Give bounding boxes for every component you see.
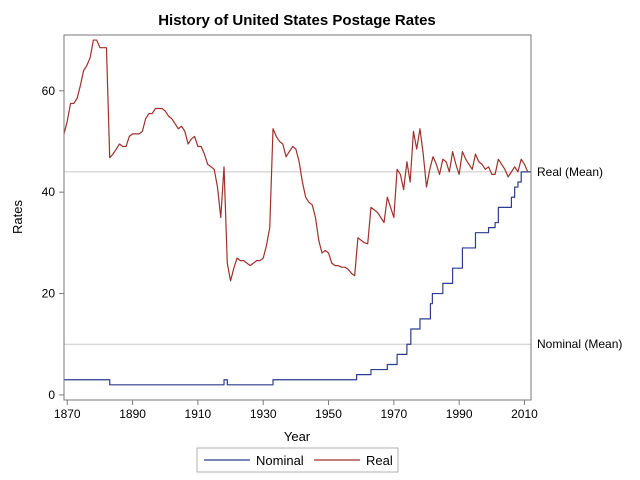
reference-label: Nominal (Mean) (537, 337, 622, 351)
chart-title: History of United States Postage Rates (158, 12, 436, 29)
x-tick-label: 2010 (511, 407, 538, 421)
series-layer (63, 39, 531, 386)
y-tick-label: 0 (48, 388, 55, 402)
x-tick-label: 1870 (54, 407, 81, 421)
x-tick-label: 1990 (446, 407, 473, 421)
x-tick-label: 1910 (185, 407, 212, 421)
x-tick-label: 1890 (119, 407, 146, 421)
x-tick-label: 1970 (380, 407, 407, 421)
x-axis: 1870 1890 1910 1930 1950 1970 1990 2010 (54, 400, 538, 421)
reference-label: Real (Mean) (537, 165, 603, 179)
y-tick-label: 60 (42, 84, 56, 98)
x-axis-label: Year (284, 429, 311, 444)
y-axis-label: Rates (10, 200, 25, 234)
x-tick-label: 1930 (250, 407, 277, 421)
legend-box (196, 447, 399, 473)
y-tick-label: 40 (42, 185, 56, 199)
y-axis: 0 20 40 60 (42, 84, 64, 402)
legend: Nominal Real (204, 453, 393, 468)
series-line-nominal (64, 171, 531, 386)
plot-frame (63, 34, 532, 401)
reference-labels: Real (Mean) Nominal (Mean) (537, 165, 622, 351)
y-tick-label: 20 (42, 287, 56, 301)
legend-label-nominal: Nominal (256, 453, 304, 468)
x-tick-label: 1950 (315, 407, 342, 421)
legend-label-real: Real (366, 453, 393, 468)
series-line-real (63, 39, 529, 282)
reference-lines (64, 171, 531, 345)
